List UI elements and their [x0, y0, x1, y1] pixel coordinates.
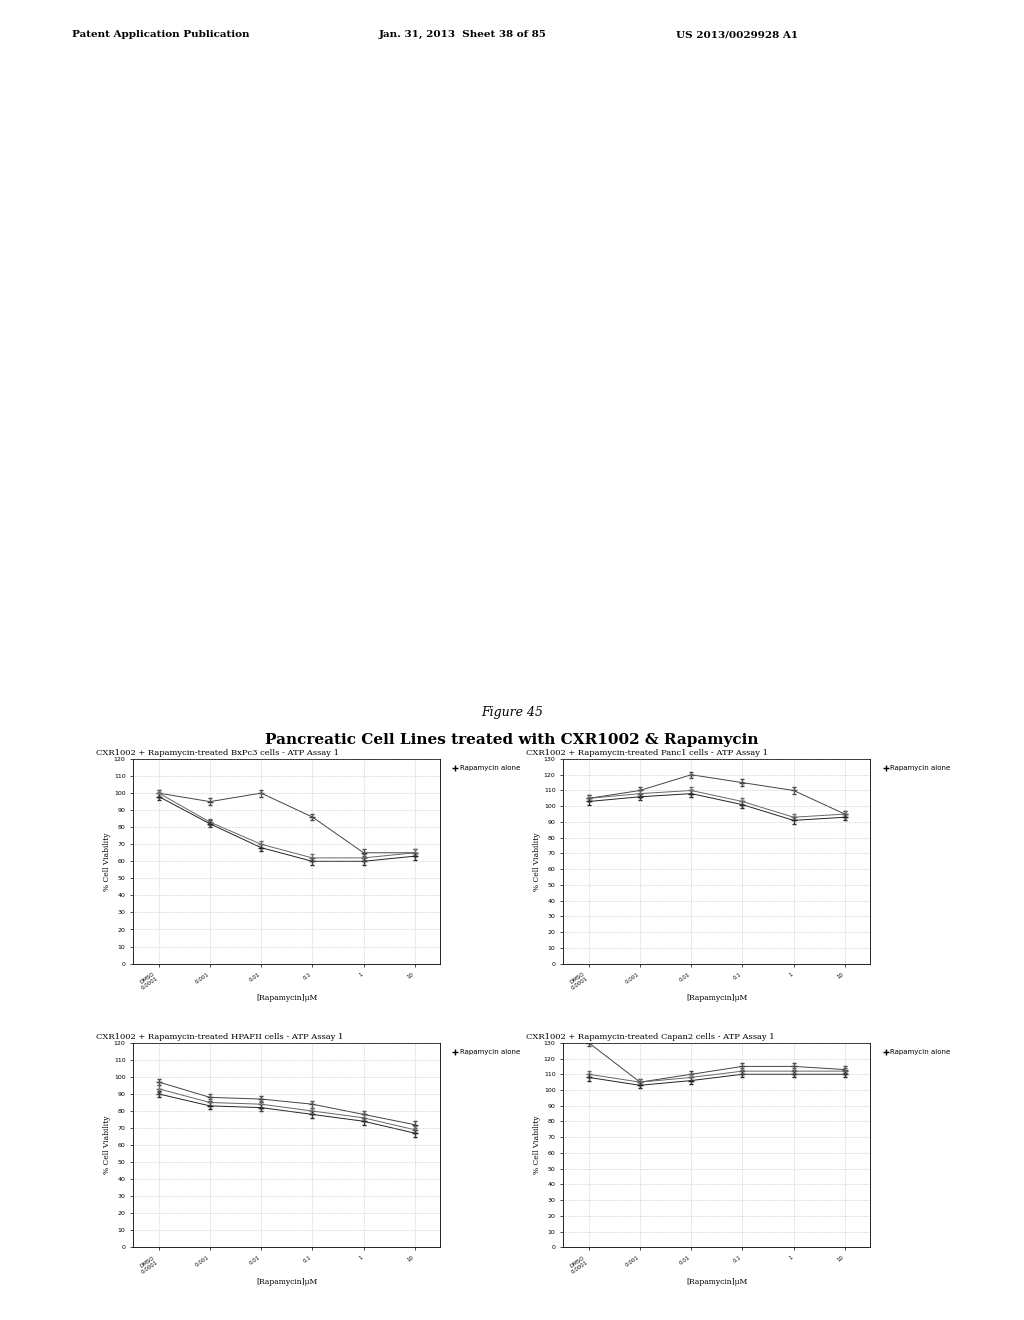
Text: Patent Application Publication: Patent Application Publication — [72, 30, 249, 40]
Text: Figure 45: Figure 45 — [481, 706, 543, 719]
Legend: Rapamycin alone: Rapamycin alone — [450, 1047, 523, 1057]
Text: CXR1002 + Rapamycin-treated Panc1 cells - ATP Assay 1: CXR1002 + Rapamycin-treated Panc1 cells … — [526, 748, 768, 756]
Text: Jan. 31, 2013  Sheet 38 of 85: Jan. 31, 2013 Sheet 38 of 85 — [379, 30, 547, 40]
Text: US 2013/0029928 A1: US 2013/0029928 A1 — [676, 30, 798, 40]
Legend: Rapamycin alone: Rapamycin alone — [880, 763, 953, 774]
X-axis label: [Rapamycin]μM: [Rapamycin]μM — [686, 994, 748, 1002]
X-axis label: [Rapamycin]μM: [Rapamycin]μM — [256, 1278, 317, 1286]
Text: Pancreatic Cell Lines treated with CXR1002 & Rapamycin: Pancreatic Cell Lines treated with CXR10… — [265, 733, 759, 747]
Y-axis label: % Cell Viability: % Cell Viability — [103, 832, 111, 891]
X-axis label: [Rapamycin]μM: [Rapamycin]μM — [686, 1278, 748, 1286]
Legend: Rapamycin alone: Rapamycin alone — [880, 1047, 953, 1057]
Y-axis label: % Cell Viability: % Cell Viability — [103, 1115, 111, 1175]
X-axis label: [Rapamycin]μM: [Rapamycin]μM — [256, 994, 317, 1002]
Text: CXR1002 + Rapamycin-treated BxPc3 cells - ATP Assay 1: CXR1002 + Rapamycin-treated BxPc3 cells … — [96, 748, 339, 756]
Text: CXR1002 + Rapamycin-treated Capan2 cells - ATP Assay 1: CXR1002 + Rapamycin-treated Capan2 cells… — [526, 1032, 775, 1040]
Y-axis label: % Cell Viability: % Cell Viability — [534, 832, 541, 891]
Y-axis label: % Cell Viability: % Cell Viability — [534, 1115, 541, 1175]
Text: CXR1002 + Rapamycin-treated HPAFII cells - ATP Assay 1: CXR1002 + Rapamycin-treated HPAFII cells… — [96, 1032, 344, 1040]
Legend: Rapamycin alone: Rapamycin alone — [450, 763, 523, 774]
